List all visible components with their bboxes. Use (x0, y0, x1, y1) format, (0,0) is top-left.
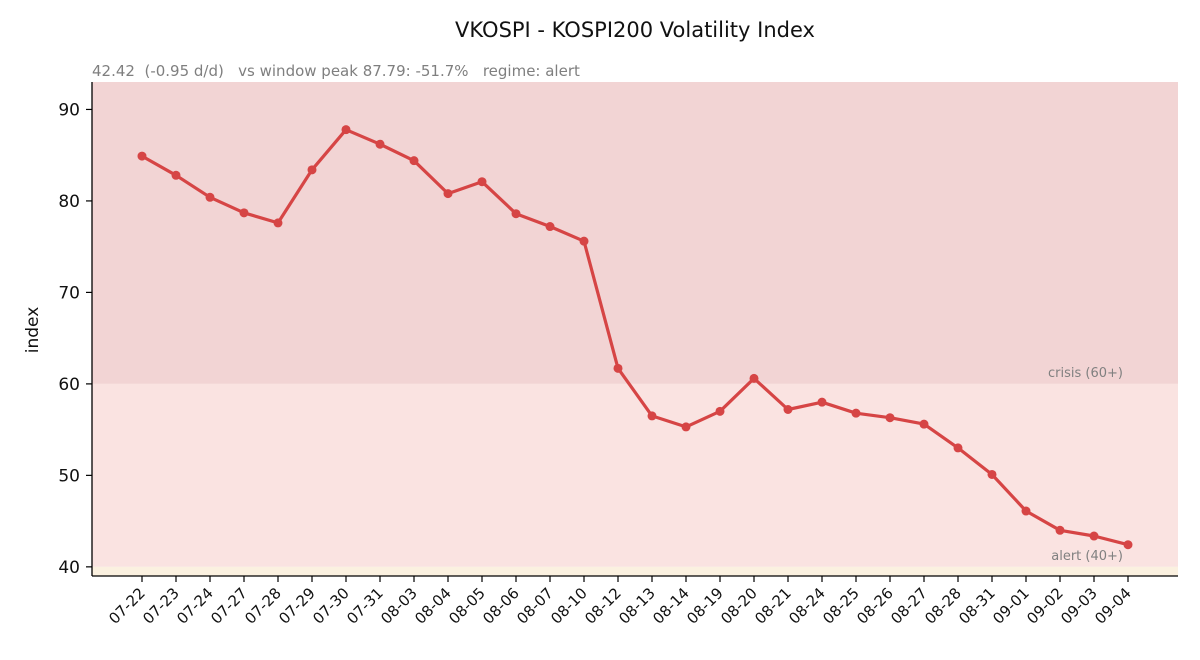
band-label: crisis (60+) (1048, 366, 1123, 381)
data-point (1055, 525, 1065, 535)
y-tick-label: 70 (58, 283, 80, 303)
x-tick-label: 08-20 (717, 584, 761, 628)
data-point (545, 222, 555, 232)
x-tick-label: 07-30 (309, 584, 353, 628)
x-tick-label: 08-19 (683, 584, 727, 628)
x-tick-label: 09-02 (1023, 584, 1067, 628)
x-tick-label: 08-31 (955, 584, 999, 628)
y-tick-label: 80 (58, 192, 80, 212)
x-tick-label: 08-06 (479, 584, 523, 628)
x-tick-label: 07-28 (241, 584, 285, 628)
x-tick-label: 07-29 (275, 584, 319, 628)
data-point (749, 373, 759, 383)
data-point (715, 406, 725, 416)
x-tick-label: 07-31 (343, 584, 387, 628)
x-tick-label: 09-03 (1057, 584, 1101, 628)
data-point (205, 192, 215, 202)
data-point (409, 156, 419, 166)
x-tick-label: 08-05 (445, 584, 489, 628)
data-point (647, 411, 657, 421)
x-tick-label: 08-03 (377, 584, 421, 628)
x-tick-label: 08-28 (921, 584, 965, 628)
regime-band (92, 383, 1178, 567)
x-tick-label: 08-27 (887, 584, 931, 628)
data-point (307, 165, 317, 175)
x-tick-label: 07-22 (105, 584, 149, 628)
y-tick-label: 90 (58, 100, 80, 120)
data-point (1123, 540, 1133, 550)
data-point (443, 189, 453, 199)
regime-band (92, 82, 1178, 384)
data-point (953, 443, 963, 453)
x-tick-label: 08-26 (853, 584, 897, 628)
data-point (613, 363, 623, 373)
data-point (817, 397, 827, 407)
data-point (341, 125, 351, 135)
data-point (579, 236, 589, 246)
y-tick-label: 40 (58, 558, 80, 578)
x-tick-label: 09-01 (989, 584, 1033, 628)
x-tick-label: 07-24 (173, 584, 217, 628)
data-point (681, 422, 691, 432)
regime-band (92, 566, 1178, 576)
data-point (477, 177, 487, 187)
band-label: alert (40+) (1051, 549, 1123, 564)
data-point (885, 413, 895, 423)
x-tick-label: 09-04 (1091, 584, 1135, 628)
data-point (783, 405, 793, 415)
x-tick-label: 08-07 (513, 584, 557, 628)
data-point (171, 170, 181, 180)
data-point (273, 218, 283, 228)
x-tick-label: 08-13 (615, 584, 659, 628)
chart-subtitle: 42.42 (-0.95 d/d) vs window peak 87.79: … (92, 62, 580, 80)
data-point (987, 469, 997, 479)
x-tick-label: 08-25 (819, 584, 863, 628)
series-line (140, 128, 1130, 547)
data-point (1021, 506, 1031, 516)
x-tick-label: 08-24 (785, 584, 829, 628)
data-point (137, 151, 147, 161)
x-tick-label: 08-21 (751, 584, 795, 628)
x-tick-label: 07-27 (207, 584, 251, 628)
x-tick-label: 08-12 (581, 584, 625, 628)
data-point (239, 208, 249, 218)
data-point (375, 139, 385, 149)
x-tick-label: 07-23 (139, 584, 183, 628)
data-point (511, 209, 521, 219)
x-tick-label: 08-10 (547, 584, 591, 628)
y-tick-label: 60 (58, 375, 80, 395)
data-point (851, 408, 861, 418)
data-point (1089, 531, 1099, 541)
chart-title: VKOSPI - KOSPI200 Volatility Index (455, 18, 815, 42)
x-tick-label: 08-14 (649, 584, 693, 628)
y-tick-label: 50 (58, 466, 80, 486)
x-tick-label: 08-04 (411, 584, 455, 628)
data-point (919, 419, 929, 429)
